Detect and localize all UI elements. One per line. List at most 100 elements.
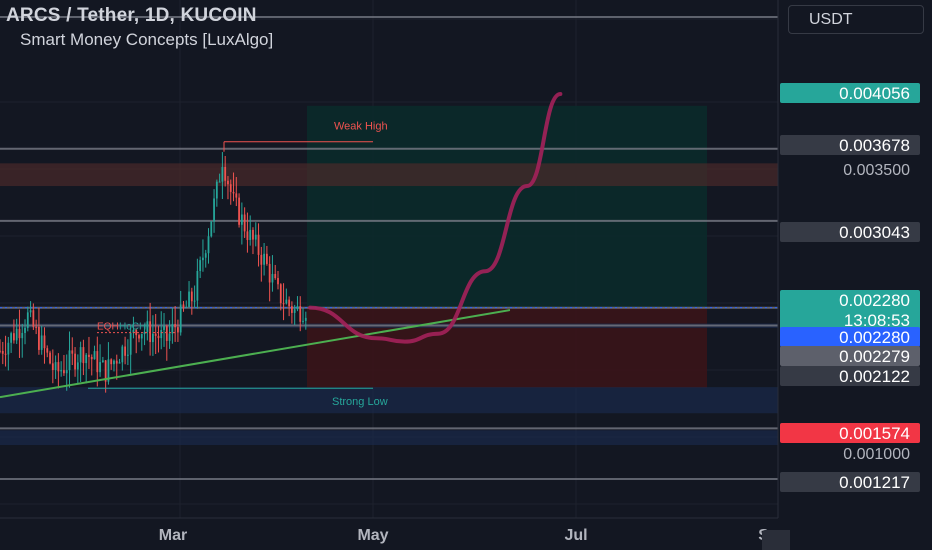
supply-zone: [0, 163, 778, 187]
candle-body: [154, 333, 157, 336]
candle-body: [207, 236, 210, 254]
currency-button[interactable]: USDT: [788, 5, 924, 34]
demand-zone: [0, 387, 778, 414]
candle-body: [240, 214, 243, 225]
candle-body: [179, 304, 182, 333]
axis-background: [778, 0, 932, 550]
price-tags: 0.004056 0.003678 0.003043 0.00228013:08:53…: [780, 83, 920, 492]
candle-body: [229, 184, 232, 192]
demand-zone: [0, 430, 778, 446]
candle-body: [157, 335, 160, 339]
price-tag-box: [780, 366, 920, 386]
candle-body: [115, 360, 118, 364]
candle-body: [196, 270, 199, 301]
candle-body: [135, 329, 138, 336]
candle-body: [51, 363, 54, 370]
price-tag-value: 0.002280: [839, 328, 910, 347]
candle-body: [38, 326, 40, 350]
candle-body: [126, 354, 129, 356]
candle-body: [110, 359, 113, 365]
y-tick-label: 0.003500: [843, 162, 910, 179]
candle-body: [149, 321, 152, 343]
candle-body: [85, 354, 88, 364]
candle-body: [163, 326, 165, 330]
price-tag-value: 0.003043: [839, 223, 910, 242]
candle-body: [65, 370, 68, 374]
candle-body: [118, 362, 121, 364]
candle-body: [260, 254, 263, 265]
candle-body: [43, 335, 46, 349]
candle-body: [15, 328, 18, 341]
price-tag-value: 0.004056: [839, 84, 910, 103]
candle-body: [54, 362, 57, 370]
candle-body: [218, 181, 221, 183]
strong-low-label: Strong Low: [332, 396, 388, 408]
candle-body: [32, 310, 35, 327]
candle-body: [74, 353, 76, 370]
candle-body: [202, 257, 204, 261]
candle-body: [96, 351, 99, 373]
time-axis: MarMayJulSe: [0, 517, 778, 544]
candle-body: [293, 309, 296, 313]
candle-body: [243, 214, 246, 232]
candle-body: [215, 181, 218, 199]
candle-body: [171, 324, 174, 334]
candle-body: [265, 253, 268, 264]
price-tag-box: [780, 222, 920, 242]
candle-body: [279, 284, 282, 304]
candle-body: [199, 260, 202, 271]
candle-body: [235, 193, 238, 198]
price-tag-value: 0.001574: [839, 424, 910, 443]
candle-body: [101, 360, 104, 363]
candle-body: [93, 351, 96, 360]
candle-body: [124, 346, 126, 356]
price-axis: 0.003500 0.001000: [777, 0, 932, 550]
candle-body: [71, 350, 74, 354]
candle-body: [254, 234, 257, 240]
candle-body: [285, 299, 288, 304]
candle-body: [288, 299, 291, 307]
x-tick-label: Mar: [159, 527, 187, 544]
eqh-label: EQH: [97, 322, 119, 333]
candle-body: [257, 234, 260, 255]
candle-body: [296, 306, 299, 310]
candle-body: [165, 326, 168, 341]
candle-body: [1, 350, 4, 354]
price-tag-value: 0.002122: [839, 367, 910, 386]
price-tag-countdown: 13:08:53: [844, 311, 910, 330]
indicator-label[interactable]: Smart Money Concepts [LuxAlgo]: [20, 30, 274, 49]
candle-body: [26, 312, 29, 328]
candles-layer: [0, 152, 307, 393]
candle-body: [63, 370, 65, 374]
candle-body: [227, 180, 229, 185]
candle-body: [232, 191, 235, 194]
overlay-layer: Weak High Strong Low EQH HoCH: [0, 92, 563, 408]
candle-body: [76, 362, 79, 370]
candle-body: [182, 304, 185, 308]
candle-body: [57, 362, 60, 372]
price-tag-box: [780, 290, 920, 330]
candle-body: [40, 335, 43, 350]
price-tag-box: [780, 423, 920, 443]
candle-body: [160, 329, 163, 339]
settings-corner[interactable]: [762, 530, 790, 550]
candle-body: [82, 347, 85, 364]
candle-body: [24, 327, 26, 333]
candle-body: [302, 320, 304, 322]
candle-body: [274, 273, 277, 279]
y-tick-label: 0.001000: [843, 446, 910, 463]
candle-body: [238, 197, 240, 225]
candle-body: [10, 333, 13, 343]
currency-label: USDT: [809, 10, 853, 28]
candle-body: [21, 332, 24, 339]
candle-body: [282, 303, 285, 305]
price-tag-value: 0.001217: [839, 473, 910, 492]
candle-body: [129, 332, 132, 355]
weak-high-label: Weak High: [334, 121, 388, 133]
projection-curve: [308, 92, 563, 344]
candle-body: [4, 353, 7, 355]
candle-body: [146, 321, 149, 332]
price-tag-box: [780, 135, 920, 155]
